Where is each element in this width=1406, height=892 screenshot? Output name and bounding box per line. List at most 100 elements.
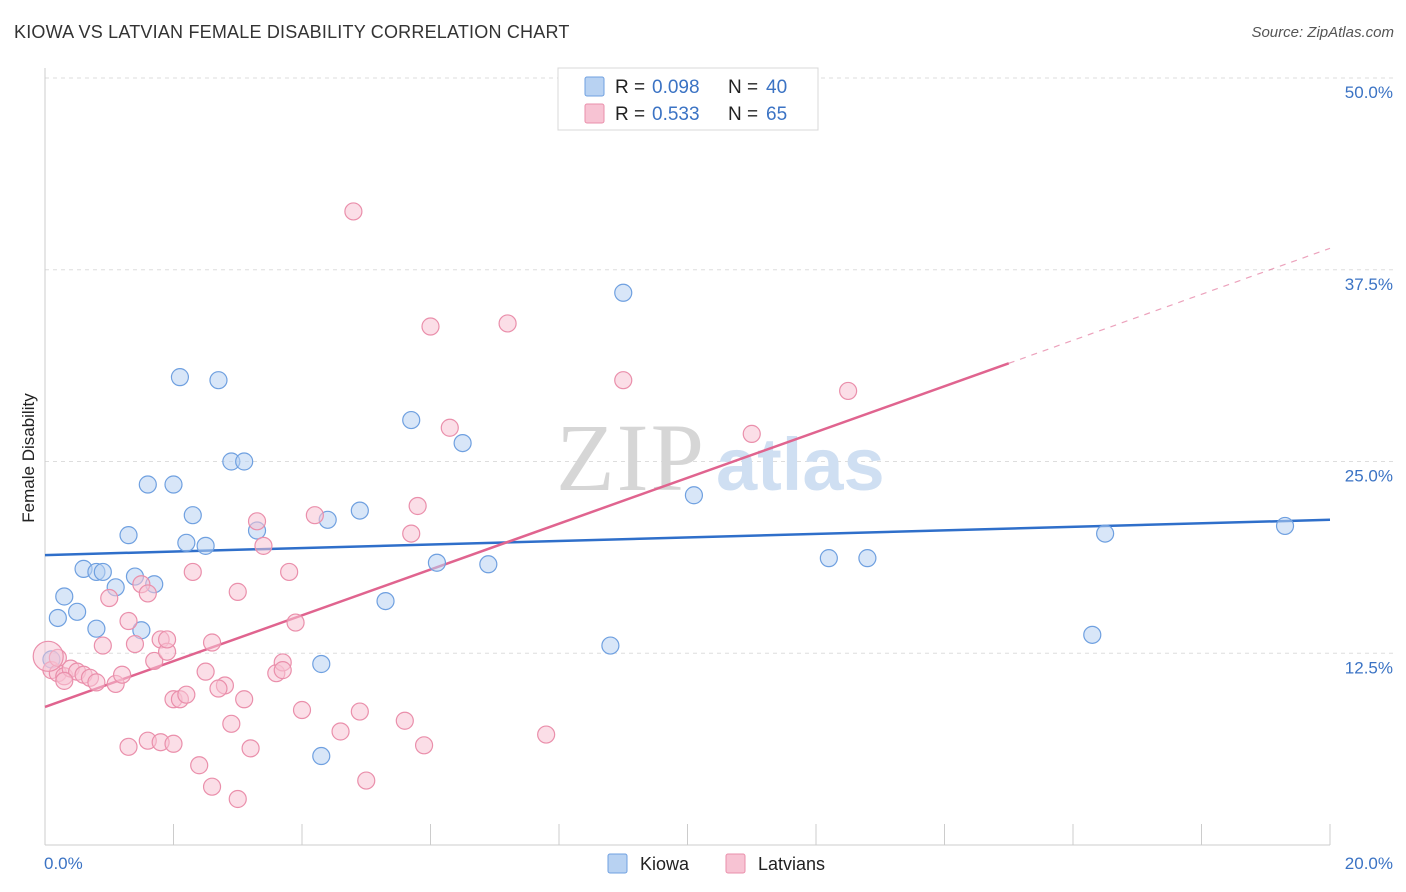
latvians-point xyxy=(87,673,106,692)
kiowa-point xyxy=(209,371,228,390)
kiowa-point xyxy=(376,591,395,611)
kiowa-point xyxy=(1275,516,1295,536)
y-tick-label: 50.0% xyxy=(1345,83,1393,102)
watermark-zip: ZIP xyxy=(556,404,706,511)
latvians-point xyxy=(202,633,222,652)
latvians-point xyxy=(421,317,440,336)
latvians-point xyxy=(395,711,414,730)
kiowa-trend-line xyxy=(44,518,1331,557)
kiowa-point xyxy=(350,501,369,520)
kiowa-point xyxy=(55,587,74,606)
latvians-point xyxy=(190,756,209,775)
bottom-legend-swatch xyxy=(607,853,628,874)
latvians-point xyxy=(119,737,138,756)
latvians-point xyxy=(100,588,119,608)
legend-n-label: N = xyxy=(728,104,758,125)
kiowa-point xyxy=(68,602,87,621)
latvians-point xyxy=(350,702,369,721)
kiowa-point xyxy=(119,526,138,545)
kiowa-point xyxy=(402,410,421,430)
x-tick-label-max: 20.0% xyxy=(1345,854,1393,873)
latvians-point xyxy=(498,314,517,333)
kiowa-point xyxy=(819,549,838,568)
latvians-point xyxy=(742,424,761,443)
kiowa-point xyxy=(427,553,447,572)
axes xyxy=(44,68,1331,846)
kiowa-point xyxy=(601,636,620,655)
kiowa-point xyxy=(235,452,254,471)
latvians-point xyxy=(292,700,312,720)
legend-bottom: Kiowa Latvians xyxy=(607,853,825,874)
latvians-point xyxy=(305,506,324,525)
x-tick-labels: 0.0% 20.0% xyxy=(44,854,1393,873)
latvians-point xyxy=(228,789,247,809)
latvians-point xyxy=(254,536,273,555)
latvians-point xyxy=(408,496,427,516)
y-tick-labels: 12.5% 25.0% 37.5% 50.0% xyxy=(1345,83,1393,677)
latvians-point xyxy=(93,636,112,655)
bottom-legend-label: Latvians xyxy=(758,854,825,874)
kiowa-point xyxy=(177,533,196,552)
y-tick-label: 37.5% xyxy=(1345,275,1393,294)
legend-r-value: 0.098 xyxy=(652,77,700,98)
legend-swatch xyxy=(584,76,605,97)
latvians-point xyxy=(164,734,183,753)
kiowa-point xyxy=(87,619,106,638)
latvians-trend-extension xyxy=(1008,247,1331,364)
legend-n-label: N = xyxy=(728,77,758,98)
latvians-point xyxy=(402,524,421,543)
kiowa-point xyxy=(183,506,202,525)
latvians-point xyxy=(119,611,138,631)
latvians-point xyxy=(839,381,858,401)
source-credit: Source: ZipAtlas.com xyxy=(1251,24,1394,41)
latvians-trend-line xyxy=(44,362,1010,709)
latvians-point xyxy=(177,685,196,704)
latvians-point xyxy=(138,584,157,603)
latvians-point xyxy=(331,722,350,741)
kiowa-point xyxy=(453,433,472,453)
kiowa-point xyxy=(312,654,331,674)
legend-swatch xyxy=(584,103,605,124)
latvians-point xyxy=(125,634,145,654)
latvians-point xyxy=(183,562,202,582)
latvians-point xyxy=(344,202,363,221)
latvians-point xyxy=(614,371,633,390)
latvians-point xyxy=(196,662,215,681)
kiowa-point xyxy=(48,608,67,628)
kiowa-point xyxy=(684,486,704,505)
kiowa-point xyxy=(479,555,498,574)
latvians-point xyxy=(247,512,267,531)
data-points xyxy=(32,202,1295,809)
latvians-point xyxy=(157,630,177,649)
bottom-legend-swatch xyxy=(725,853,746,874)
latvians-point xyxy=(273,661,292,680)
latvians-point xyxy=(55,671,74,690)
latvians-point xyxy=(537,725,556,744)
y-tick-label: 12.5% xyxy=(1345,658,1393,677)
legend-n-value: 40 xyxy=(766,77,787,98)
latvians-cluster-point xyxy=(32,640,64,672)
legend-r-value: 0.533 xyxy=(652,104,700,125)
trend-lines xyxy=(44,247,1331,709)
latvians-point xyxy=(241,739,260,758)
bottom-legend-label: Kiowa xyxy=(640,854,690,874)
latvians-point xyxy=(235,690,254,709)
legend-r-label: R = xyxy=(615,104,645,125)
latvians-point xyxy=(280,562,299,582)
y-axis-title: Female Disability xyxy=(19,393,38,523)
latvians-point xyxy=(440,418,459,437)
kiowa-point xyxy=(312,746,331,766)
kiowa-point xyxy=(858,549,877,568)
legend-r-label: R = xyxy=(615,77,645,98)
kiowa-point xyxy=(170,368,190,387)
latvians-point xyxy=(209,679,228,698)
latvians-point xyxy=(145,651,164,671)
legend-top: R = 0.098 N = 40 R = 0.533 N = 65 xyxy=(557,67,819,131)
latvians-point xyxy=(414,736,434,755)
latvians-point xyxy=(228,582,247,601)
kiowa-point xyxy=(614,283,633,302)
latvians-point xyxy=(357,771,376,790)
latvians-point xyxy=(112,665,132,684)
kiowa-point xyxy=(138,475,157,494)
